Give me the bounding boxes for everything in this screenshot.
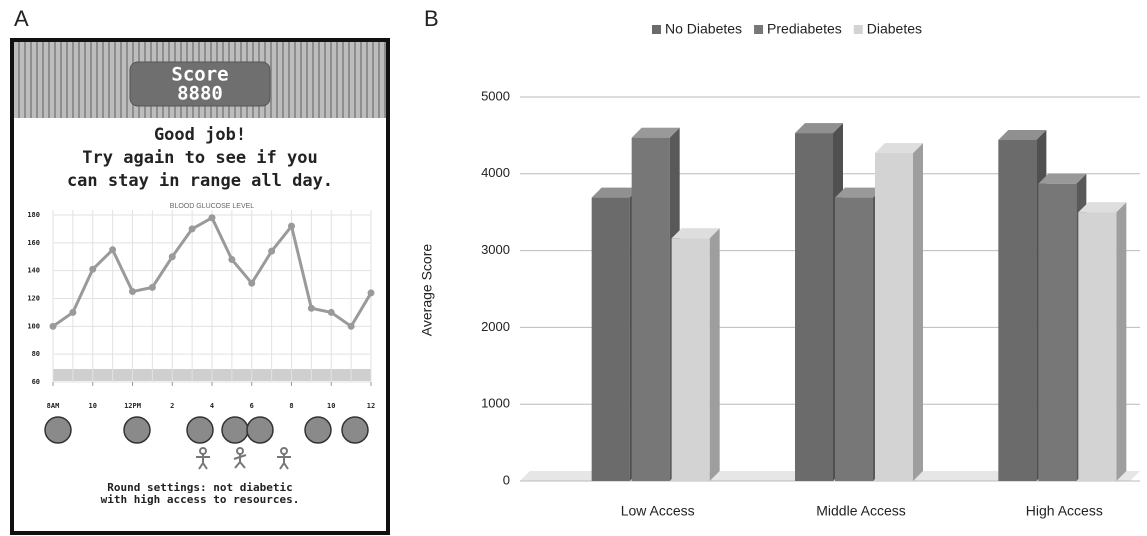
x-tick-label: 4 [210, 402, 214, 410]
y-tick-label: 4000 [481, 165, 510, 180]
legend-swatch [754, 25, 763, 34]
legend-swatch [652, 25, 661, 34]
x-tick-label: Middle Access [816, 503, 905, 519]
point [209, 214, 216, 221]
panel-label: B [424, 6, 439, 31]
bar [998, 140, 1036, 481]
x-tick-label: 10 [89, 402, 97, 410]
panel-label: A [14, 6, 29, 31]
y-tick-label: 1000 [481, 396, 510, 411]
bar [1078, 212, 1116, 481]
point [189, 225, 196, 232]
bar-side-shade [1116, 202, 1126, 481]
y-tick-label: 0 [503, 472, 510, 487]
point [268, 248, 275, 255]
legend-label: No Diabetes [665, 21, 742, 37]
point [348, 323, 355, 330]
y-tick-label: 100 [27, 322, 40, 330]
point [228, 256, 235, 263]
message: Try again to see if you [82, 148, 317, 168]
legend-label: Diabetes [867, 21, 922, 37]
x-tick-label: 2 [170, 402, 174, 410]
bar [592, 198, 630, 481]
y-tick-label: 80 [32, 350, 40, 358]
x-tick-label: 6 [250, 402, 254, 410]
y-tick-label: 120 [27, 295, 40, 303]
message: Good job! [154, 125, 246, 145]
x-tick-label: 8AM [47, 402, 60, 410]
point [89, 266, 96, 273]
point [248, 280, 255, 287]
point [109, 246, 116, 253]
chart-title: BLOOD GLUCOSE LEVEL [170, 203, 255, 210]
y-tick-label: 5000 [481, 88, 510, 103]
x-tick-label: 12PM [124, 402, 141, 410]
score: 8880 [177, 83, 223, 105]
bar [632, 138, 670, 481]
message: can stay in range all day. [67, 171, 333, 191]
point [129, 288, 136, 295]
y-tick-label: 180 [27, 211, 40, 219]
y-tick-label: 160 [27, 239, 40, 247]
x-tick-label: 10 [327, 402, 335, 410]
x-tick-label: 12 [367, 402, 375, 410]
bar [835, 198, 873, 481]
bar-side-shade [913, 143, 923, 481]
point [328, 309, 335, 316]
point [69, 309, 76, 316]
bar-side-shade [710, 228, 720, 481]
point [308, 305, 315, 312]
point [288, 223, 295, 230]
legend-swatch [854, 25, 863, 34]
y-tick-label: 140 [27, 267, 40, 275]
x-tick-label: Low Access [621, 503, 695, 519]
y-axis-label: Average Score [419, 244, 435, 337]
legend-label: Prediabetes [767, 21, 842, 37]
figure: A B Score 8880 Good job! Try again to se… [0, 0, 1147, 536]
bar [1038, 184, 1076, 481]
bar [875, 153, 913, 481]
y-tick-label: 3000 [481, 242, 510, 257]
x-tick-label: 8 [289, 402, 293, 410]
point [149, 284, 156, 291]
bar [795, 133, 833, 481]
y-tick-label: 60 [32, 378, 40, 386]
y-tick-label: 2000 [481, 319, 510, 334]
point [169, 253, 176, 260]
x-tick-label: High Access [1026, 503, 1103, 519]
point [50, 323, 57, 330]
settings: with high access to resources. [101, 493, 300, 506]
bar [672, 238, 710, 481]
point [368, 289, 375, 296]
